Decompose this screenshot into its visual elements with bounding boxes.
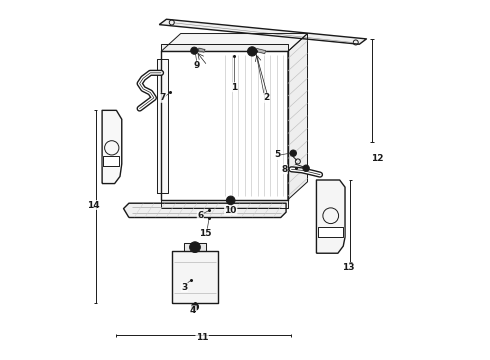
Polygon shape	[172, 251, 218, 303]
Text: 12: 12	[371, 154, 383, 163]
Text: 15: 15	[199, 229, 212, 238]
Text: 14: 14	[87, 201, 99, 210]
Polygon shape	[161, 51, 288, 200]
Circle shape	[303, 165, 309, 171]
Polygon shape	[288, 33, 308, 200]
Text: 11: 11	[196, 333, 208, 342]
Polygon shape	[103, 156, 119, 166]
Polygon shape	[123, 203, 286, 217]
Circle shape	[190, 242, 200, 252]
Polygon shape	[198, 48, 205, 52]
Text: 10: 10	[224, 206, 237, 215]
Polygon shape	[102, 111, 122, 184]
Text: 4: 4	[190, 306, 196, 315]
Text: 3: 3	[181, 283, 187, 292]
Text: 7: 7	[160, 93, 166, 102]
Polygon shape	[256, 49, 266, 54]
Text: 2: 2	[263, 93, 270, 102]
Polygon shape	[318, 227, 343, 237]
Polygon shape	[317, 180, 345, 253]
Text: 6: 6	[197, 211, 203, 220]
Text: 1: 1	[231, 83, 238, 92]
Text: 13: 13	[343, 263, 355, 272]
Polygon shape	[161, 44, 288, 51]
Circle shape	[247, 47, 257, 56]
Circle shape	[191, 47, 198, 54]
Circle shape	[290, 150, 296, 157]
Text: 8: 8	[281, 165, 288, 174]
Polygon shape	[159, 19, 367, 44]
Polygon shape	[161, 33, 308, 51]
Circle shape	[226, 196, 235, 204]
Text: 5: 5	[274, 150, 280, 159]
Polygon shape	[157, 59, 168, 193]
Text: 9: 9	[194, 61, 200, 70]
Polygon shape	[184, 243, 206, 251]
Polygon shape	[161, 200, 288, 207]
Circle shape	[192, 303, 198, 310]
